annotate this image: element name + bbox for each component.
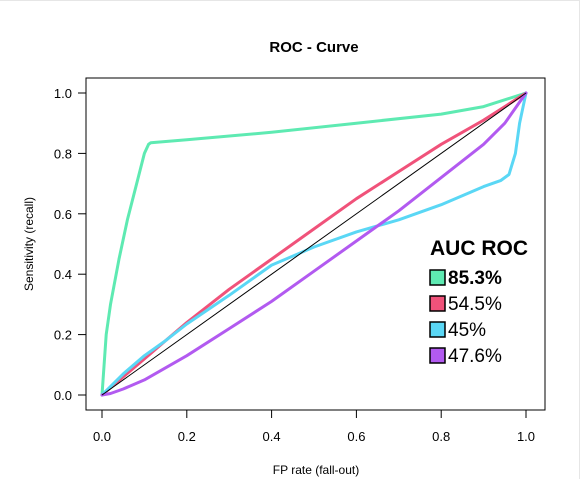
legend: AUC ROC 85.3% 54.5% 45% 47.6%: [429, 237, 528, 367]
roc-series-3: [100, 91, 528, 397]
legend-swatch-1: [429, 269, 446, 286]
legend-title: AUC ROC: [430, 237, 528, 260]
legend-swatch-3: [429, 321, 446, 338]
y-tick-label: 0.8: [54, 146, 72, 161]
x-tick-label: 0.2: [178, 429, 196, 444]
x-tick-label: 0.6: [347, 429, 365, 444]
legend-swatch-2: [429, 295, 446, 312]
roc-series-1: [100, 91, 528, 397]
y-tick-label: 0.0: [54, 388, 72, 403]
chart-title: ROC - Curve: [269, 39, 358, 56]
x-axis: 0.0 0.2 0.4 0.6 0.8 1.0: [93, 410, 535, 444]
y-tick-label: 0.6: [54, 207, 72, 222]
legend-label-4: 47.6%: [448, 346, 502, 367]
legend-label-2: 54.5%: [448, 294, 502, 315]
x-tick-label: 0.4: [263, 429, 281, 444]
y-axis-title: Sensitivity (recall): [22, 197, 36, 291]
y-tick-label: 0.2: [54, 328, 72, 343]
roc-series-4: [100, 91, 528, 397]
diagonal-reference-line: [101, 92, 527, 396]
legend-label-1: 85.3%: [448, 268, 502, 289]
plot-box: [85, 77, 546, 411]
y-axis: 0.0 0.2 0.4 0.6 0.8 1.0: [54, 86, 86, 403]
legend-swatch-4: [429, 347, 446, 364]
y-tick-label: 1.0: [54, 86, 72, 101]
legend-label-3: 45%: [448, 320, 486, 341]
roc-series-2: [100, 91, 528, 397]
plot-area: [100, 91, 528, 397]
x-tick-label: 0.8: [432, 429, 450, 444]
x-tick-label: 0.0: [93, 429, 111, 444]
x-tick-label: 1.0: [517, 429, 535, 444]
x-axis-title: FP rate (fall-out): [273, 463, 359, 477]
y-tick-label: 0.4: [54, 267, 72, 282]
